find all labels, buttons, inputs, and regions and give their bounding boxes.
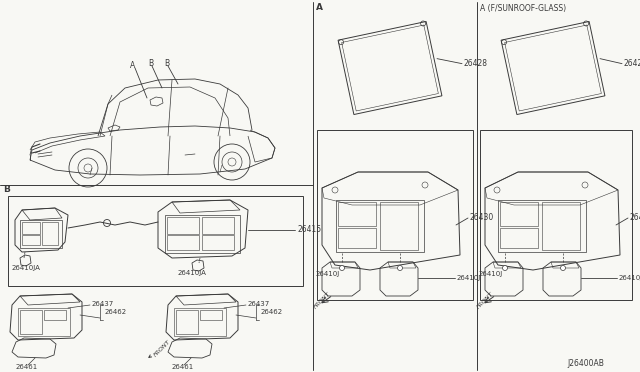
Text: A: A <box>316 3 323 13</box>
Circle shape <box>561 266 566 270</box>
Text: FRONT: FRONT <box>149 339 172 357</box>
Bar <box>42 222 58 245</box>
Bar <box>167 235 199 250</box>
Text: 26428: 26428 <box>464 59 488 68</box>
Text: 26461: 26461 <box>172 364 195 370</box>
Text: 26410JA: 26410JA <box>178 270 207 276</box>
Bar <box>498 200 586 252</box>
Bar <box>338 202 376 226</box>
Text: 26428: 26428 <box>624 59 640 68</box>
Bar <box>44 310 66 320</box>
Text: A (F/SUNROOF-GLASS): A (F/SUNROOF-GLASS) <box>480 3 566 13</box>
Bar <box>20 220 62 248</box>
Text: 26410J: 26410J <box>316 271 340 277</box>
Text: 26437: 26437 <box>92 301 115 307</box>
Circle shape <box>397 266 403 270</box>
Text: 26430: 26430 <box>470 212 494 221</box>
Text: 26410J: 26410J <box>619 275 640 281</box>
Text: 26410J: 26410J <box>457 275 481 281</box>
Bar <box>338 228 376 248</box>
Text: FRONT: FRONT <box>476 291 495 310</box>
Bar <box>202 235 234 250</box>
Text: 26462: 26462 <box>105 309 127 315</box>
Bar <box>20 310 42 334</box>
Text: B: B <box>3 186 10 195</box>
Bar <box>200 310 222 320</box>
Bar <box>202 217 234 234</box>
Text: B: B <box>148 60 153 68</box>
Bar <box>167 217 199 234</box>
Bar <box>165 215 240 253</box>
Bar <box>380 202 418 250</box>
Bar <box>500 228 538 248</box>
Bar <box>336 200 424 252</box>
Circle shape <box>502 266 508 270</box>
Bar <box>480 130 632 300</box>
Bar <box>317 130 473 300</box>
Text: J26400AB: J26400AB <box>567 359 604 369</box>
Text: 26415: 26415 <box>297 225 321 234</box>
Bar <box>22 222 40 234</box>
Text: 26461: 26461 <box>16 364 38 370</box>
Bar <box>174 308 226 336</box>
Bar <box>8 196 303 286</box>
Bar <box>18 308 70 336</box>
Text: 26430: 26430 <box>630 212 640 221</box>
Bar <box>542 202 580 250</box>
Circle shape <box>339 266 344 270</box>
Text: A: A <box>130 61 135 71</box>
Text: 26437: 26437 <box>248 301 270 307</box>
Text: 26410J: 26410J <box>479 271 503 277</box>
Bar <box>176 310 198 334</box>
Bar <box>22 235 40 245</box>
Text: B: B <box>164 60 169 68</box>
Text: FRONT: FRONT <box>313 291 332 310</box>
Text: 26462: 26462 <box>261 309 283 315</box>
Bar <box>500 202 538 226</box>
Text: 26410JA: 26410JA <box>12 265 41 271</box>
